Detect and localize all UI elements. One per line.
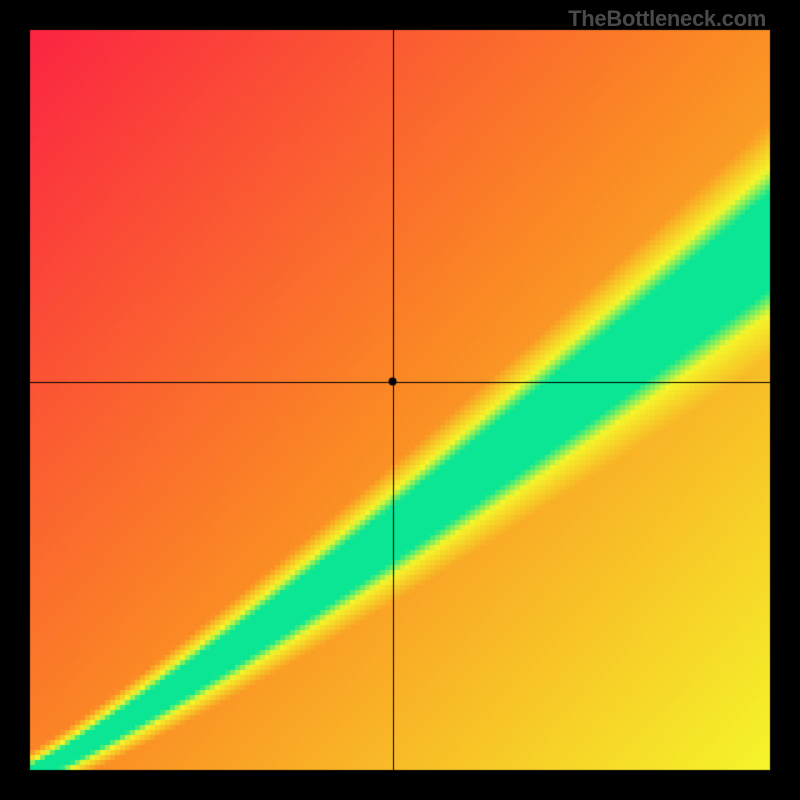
watermark-text: TheBottleneck.com bbox=[568, 6, 766, 32]
bottleneck-heatmap bbox=[0, 0, 800, 800]
